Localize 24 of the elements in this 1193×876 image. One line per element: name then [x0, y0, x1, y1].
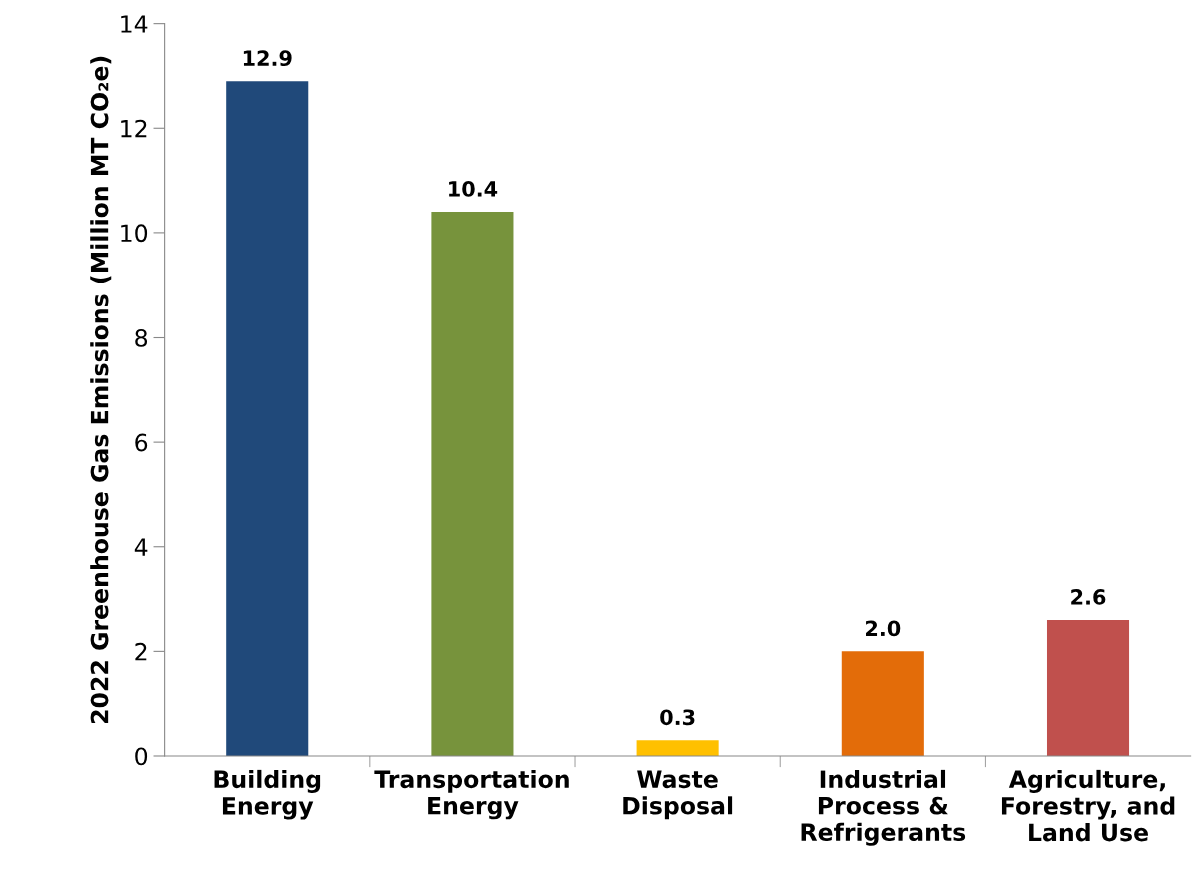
bar — [1046, 619, 1130, 756]
data-label: 10.4 — [449, 181, 498, 197]
y-tick-label: 6 — [135, 433, 148, 452]
data-label: 2.0 — [866, 620, 901, 637]
y-tick-label: 8 — [135, 328, 148, 347]
y-tick-label: 2 — [135, 642, 147, 661]
y-tick-label: 12 — [121, 119, 147, 138]
y-axis-title: 2022 Greenhouse Gas Emissions (Million MT CO₂e) — [90, 56, 112, 724]
x-tick-label: Industrial Process & Refrigerants — [801, 769, 966, 846]
x-tick-label: Agriculture, Forestry, and Land Use — [1001, 769, 1175, 842]
data-label: 12.9 — [243, 50, 292, 67]
y-tick-label: 4 — [134, 538, 148, 556]
bar — [431, 211, 514, 756]
x-tick-label: Transportation Energy — [374, 769, 569, 820]
y-tick-label: 10 — [121, 224, 148, 243]
y-tick-label: 0 — [135, 747, 148, 766]
x-tick-label: Waste Disposal — [623, 770, 733, 820]
y-tick-label: 14 — [121, 15, 148, 33]
x-tick-label: Building Energy — [214, 769, 321, 820]
bar — [636, 740, 719, 756]
bar — [841, 651, 924, 756]
bar — [226, 81, 309, 756]
data-label: 0.3 — [660, 709, 695, 726]
data-label: 2.6 — [1071, 589, 1106, 605]
